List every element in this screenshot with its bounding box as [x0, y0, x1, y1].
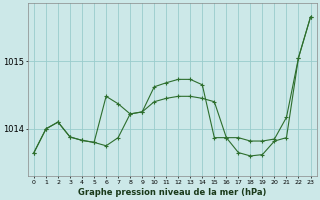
X-axis label: Graphe pression niveau de la mer (hPa): Graphe pression niveau de la mer (hPa) [78, 188, 267, 197]
